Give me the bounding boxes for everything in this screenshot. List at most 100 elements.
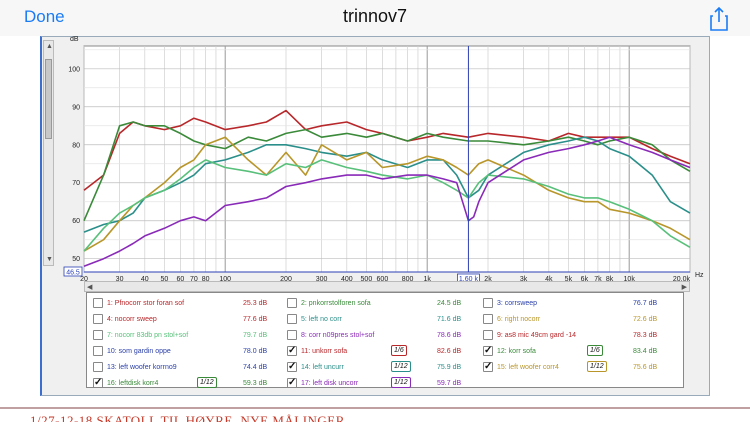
x-axis-unit: Hz bbox=[695, 272, 704, 279]
share-icon[interactable] bbox=[708, 6, 730, 32]
scroll-left-arrow-icon[interactable]: ◀ bbox=[87, 284, 93, 291]
legend-checkbox[interactable] bbox=[287, 377, 297, 389]
y-tick-label: 90 bbox=[72, 104, 80, 111]
x-tick-label: 60 bbox=[176, 276, 184, 281]
legend-item[interactable]: 3: corrsweep 76.7 dB bbox=[483, 297, 673, 311]
legend-checkbox[interactable] bbox=[93, 362, 103, 372]
axis-ticks: 50 60 70 80 90 100 20 30 40 50 60 70 80 100 200 300 400 5… bbox=[68, 66, 690, 281]
legend-item[interactable]: 10: som gardin oppe 78.0 dB bbox=[93, 345, 283, 359]
legend-checkbox[interactable] bbox=[93, 314, 103, 324]
smoothing-badge[interactable]: 1/12 bbox=[391, 361, 411, 372]
legend-item[interactable]: 15: left woofer corr4 1/12 75.6 dB bbox=[483, 361, 673, 375]
legend-item[interactable]: 1: Pfnocorr stor foran sof 25.3 dB bbox=[93, 297, 283, 311]
cursor-x-box bbox=[457, 273, 480, 281]
legend-item[interactable]: 5: left no corr 71.6 dB bbox=[287, 313, 477, 327]
smoothing-badge[interactable]: 1/6 bbox=[391, 345, 407, 356]
cursor-x-label: 1.60 k bbox=[459, 276, 479, 281]
divider bbox=[0, 407, 750, 409]
legend-item[interactable]: 8: corr n09pres stol+sof 78.6 dB bbox=[287, 329, 477, 343]
legend-checkbox[interactable] bbox=[93, 377, 103, 389]
x-tick-label: 500 bbox=[361, 276, 373, 281]
series-line bbox=[83, 159, 691, 252]
legend-value: 71.6 dB bbox=[437, 316, 462, 323]
x-tick-label: 200 bbox=[280, 276, 292, 281]
legend-checkbox[interactable] bbox=[483, 345, 493, 357]
legend-checkbox[interactable] bbox=[287, 314, 297, 324]
smoothing-badge[interactable]: 1/6 bbox=[587, 345, 603, 356]
y-tick-label: 100 bbox=[68, 66, 80, 73]
legend-value: 25.3 dB bbox=[243, 300, 268, 307]
smoothing-badge[interactable]: 1/12 bbox=[391, 377, 411, 388]
series-line bbox=[83, 136, 691, 268]
series-line bbox=[83, 121, 691, 222]
legend-label: 12: korr sofa bbox=[497, 348, 536, 355]
x-tick-label: 600 bbox=[377, 276, 389, 281]
vertical-scrollbar[interactable]: ▲ ▼ bbox=[43, 40, 54, 266]
legend-label: 10: som gardin oppe bbox=[107, 348, 171, 355]
scroll-right-arrow-icon[interactable]: ▶ bbox=[681, 284, 687, 291]
legend-checkbox[interactable] bbox=[287, 345, 297, 357]
legend-label: 11: unkorr sofa bbox=[301, 348, 348, 355]
legend-label: 2: pnkorrstolforen sofa bbox=[301, 300, 371, 307]
legend-item[interactable]: 14: left uncurr 1/12 75.9 dB bbox=[287, 361, 477, 375]
y-tick-label: 80 bbox=[72, 142, 80, 149]
scroll-up-arrow-icon[interactable]: ▲ bbox=[46, 43, 53, 50]
legend-checkbox[interactable] bbox=[93, 330, 103, 340]
x-tick-label: 70 bbox=[190, 276, 198, 281]
legend-checkbox[interactable] bbox=[93, 346, 103, 356]
frequency-response-chart[interactable]: 1.60 k 46.5 50 60 70 80 90 100 20 30 40 50 60 70 80 10… bbox=[40, 36, 710, 281]
legend-checkbox[interactable] bbox=[483, 314, 493, 324]
legend-item[interactable]: 9: as8 mic 49cm gard -14 78.3 dB bbox=[483, 329, 673, 343]
legend-value: 83.4 dB bbox=[633, 348, 658, 355]
done-button[interactable]: Done bbox=[24, 7, 65, 26]
legend-item[interactable]: 17: left disk uncorr 1/12 59.7 dB bbox=[287, 377, 477, 391]
smoothing-badge[interactable]: 1/12 bbox=[587, 361, 607, 372]
legend-item[interactable]: 11: unkorr sofa 1/6 82.6 dB bbox=[287, 345, 477, 359]
legend-item[interactable]: 6: right nocorr 72.6 dB bbox=[483, 313, 673, 327]
legend-item[interactable]: 7: nocorr 83db pn stol+sof 79.7 dB bbox=[93, 329, 283, 343]
x-tick-label: 3k bbox=[520, 276, 528, 281]
x-tick-label: 5k bbox=[565, 276, 573, 281]
legend-value: 76.7 dB bbox=[633, 300, 658, 307]
legend-checkbox[interactable] bbox=[483, 330, 493, 340]
legend-item[interactable]: 4: nocorr sweep 77.6 dB bbox=[93, 313, 283, 327]
legend-item[interactable]: 16: leftdisk korr4 1/12 59.3 dB bbox=[93, 377, 283, 391]
legend-value: 77.6 dB bbox=[243, 316, 268, 323]
cursor-y-label: 46.5 bbox=[66, 270, 80, 277]
legend-label: 5: left no corr bbox=[301, 316, 342, 323]
legend-item[interactable]: 13: left woofer korrno9 74.4 dB bbox=[93, 361, 283, 375]
legend-checkbox[interactable] bbox=[93, 298, 103, 308]
legend-item[interactable]: 12: korr sofa 1/6 83.4 dB bbox=[483, 345, 673, 359]
smoothing-badge[interactable]: 1/12 bbox=[197, 377, 217, 388]
top-navigation-bar: Done trinnov7 bbox=[0, 0, 750, 36]
legend-checkbox[interactable] bbox=[483, 298, 493, 308]
legend-label: 3: corrsweep bbox=[497, 300, 538, 307]
scroll-down-arrow-icon[interactable]: ▼ bbox=[46, 256, 53, 263]
cursor-y-box bbox=[63, 266, 83, 277]
legend-label: 4: nocorr sweep bbox=[107, 316, 157, 323]
y-tick-label: 60 bbox=[72, 218, 80, 225]
legend-value: 78.3 dB bbox=[633, 332, 658, 339]
document-heading: 1/27-12-18 SKATOLL TIL HØYRE. NYE MÅLING… bbox=[30, 413, 345, 422]
x-tick-label: 4k bbox=[545, 276, 553, 281]
legend-checkbox[interactable] bbox=[287, 361, 297, 373]
x-tick-label: 1k bbox=[423, 276, 431, 281]
legend-checkbox[interactable] bbox=[483, 361, 493, 373]
frequency-cursor[interactable]: 1.60 k 46.5 bbox=[63, 46, 690, 281]
legend-checkbox[interactable] bbox=[287, 298, 297, 308]
legend-label: 13: left woofer korrno9 bbox=[107, 364, 177, 371]
legend-value: 78.6 dB bbox=[437, 332, 462, 339]
series-line bbox=[83, 136, 691, 252]
legend-checkbox[interactable] bbox=[287, 330, 297, 340]
legend-value: 59.7 dB bbox=[437, 380, 462, 387]
x-tick-label: 100 bbox=[219, 276, 231, 281]
vertical-scroll-thumb[interactable] bbox=[45, 59, 52, 139]
x-tick-label: 50 bbox=[160, 276, 168, 281]
x-tick-label: 30 bbox=[116, 276, 124, 281]
legend-label: 8: corr n09pres stol+sof bbox=[301, 332, 375, 339]
x-tick-label: 800 bbox=[402, 276, 414, 281]
horizontal-scrollbar[interactable]: ◀ ▶ bbox=[84, 281, 690, 292]
legend-item[interactable]: 2: pnkorrstolforen sofa 24.5 dB bbox=[287, 297, 477, 311]
x-tick-label: 20 bbox=[80, 276, 88, 281]
x-tick-label: 40 bbox=[141, 276, 149, 281]
